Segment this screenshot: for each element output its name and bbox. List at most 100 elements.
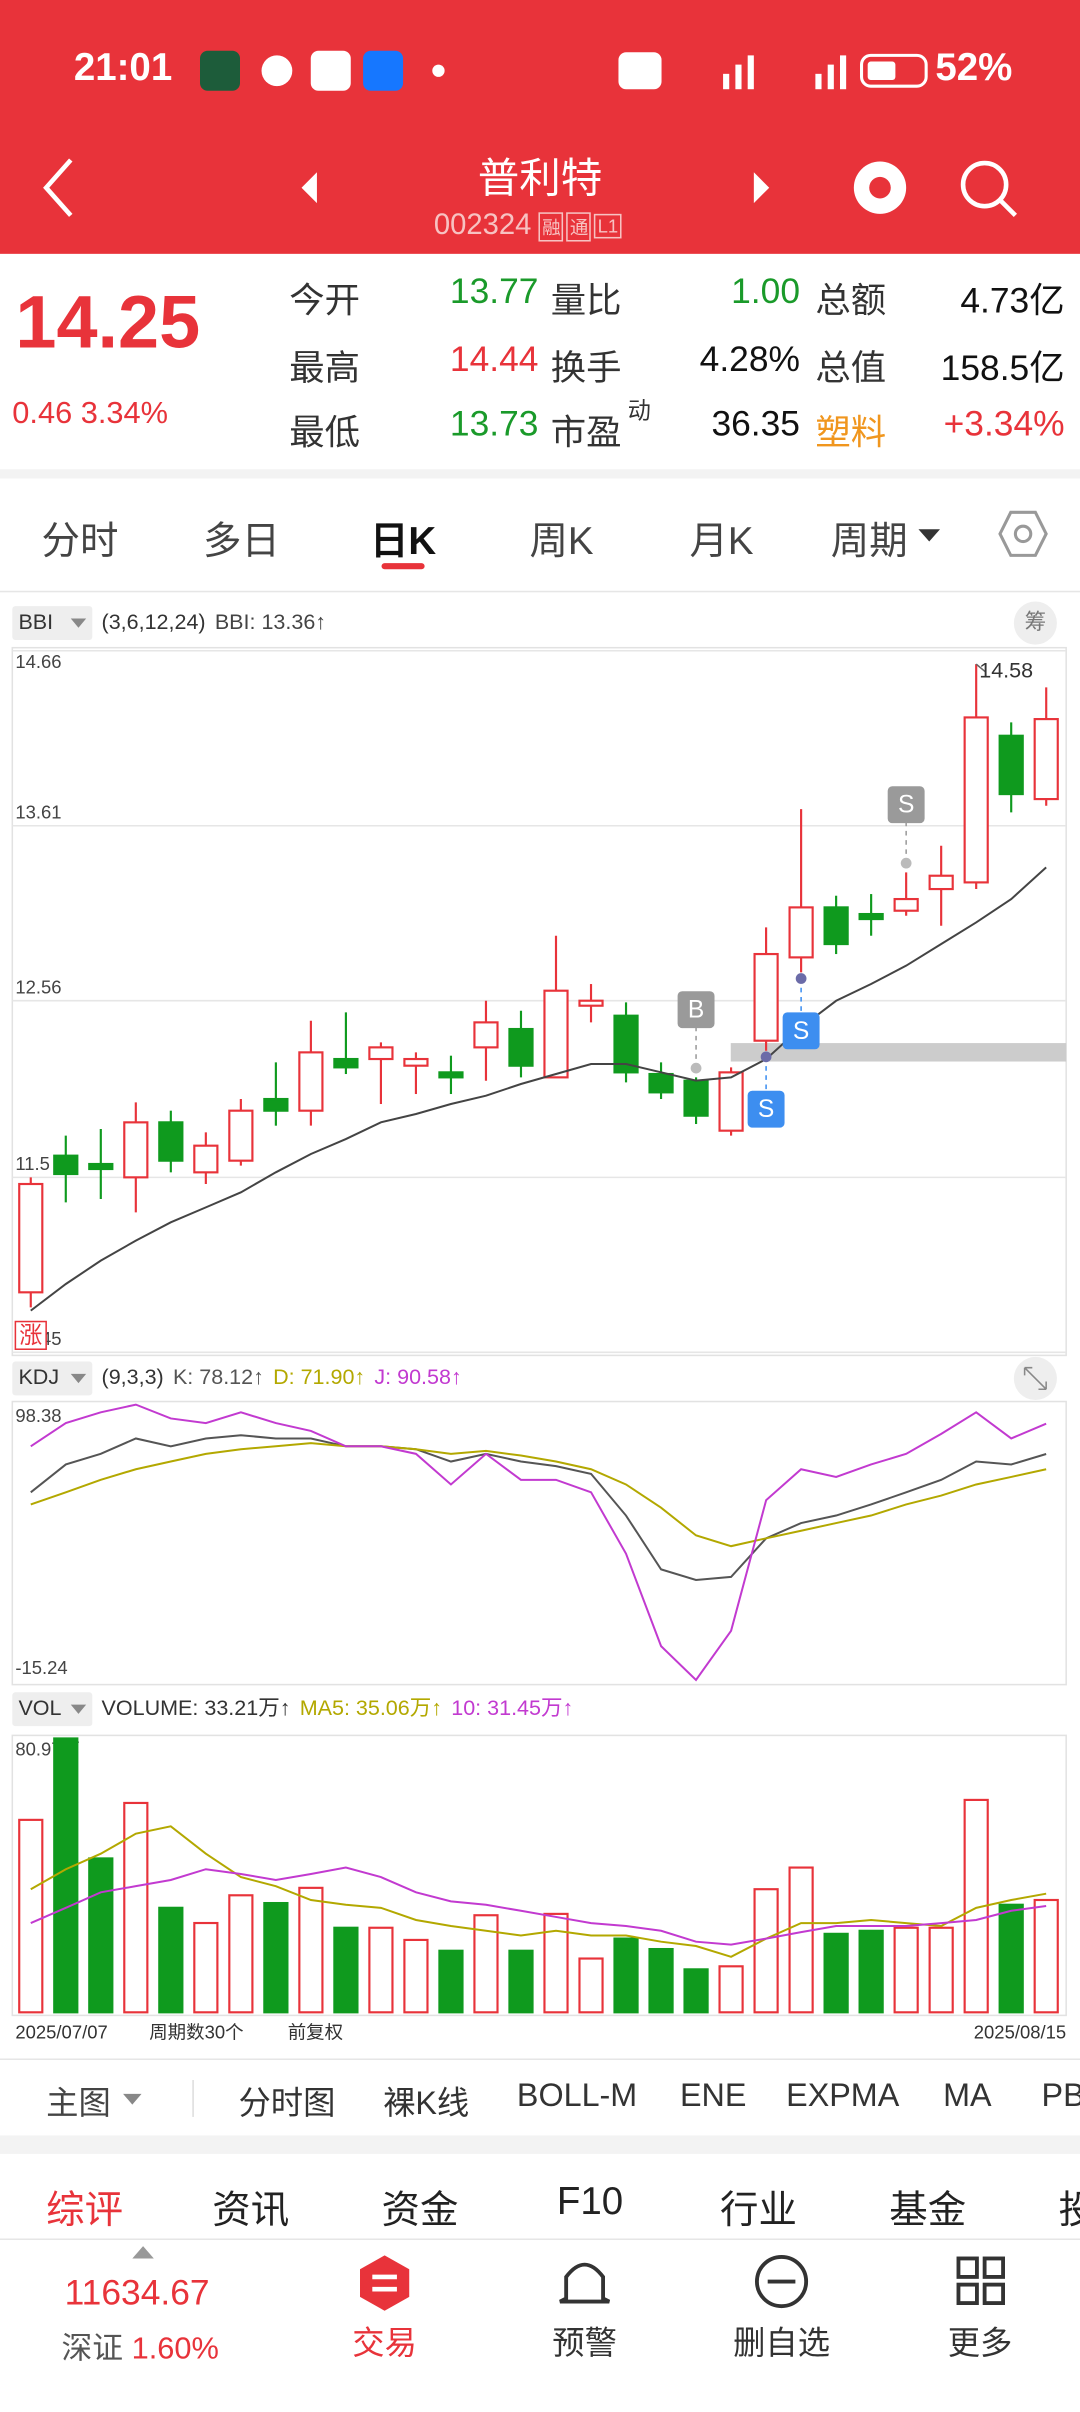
period-tab[interactable]: 周K [529, 520, 594, 564]
expand-arrow [132, 2246, 154, 2259]
nav-item[interactable]: 删自选 [733, 2326, 831, 2362]
section-tab[interactable]: 基金 [889, 2189, 967, 2233]
price-change: 0.46 3.34% [12, 396, 169, 431]
quote-label: 市盈 [550, 412, 622, 453]
quote-value: 4.73亿 [960, 280, 1065, 321]
quote-label: 最高 [289, 347, 361, 388]
indicator-line [30, 866, 1047, 1312]
section-tab[interactable]: 资金 [381, 2189, 459, 2233]
dropdown-arrow [70, 1704, 87, 1714]
volume-bar [578, 1957, 604, 2014]
stock-code-row: 002324 融 通 L1 [434, 209, 622, 243]
indicator-button[interactable]: MA [943, 2078, 992, 2114]
section-tab[interactable]: F10 [556, 2180, 624, 2224]
nav-item[interactable]: 更多 [947, 2326, 1013, 2362]
indicator-button[interactable]: 分时图 [238, 2086, 336, 2122]
indicator-button[interactable]: EXPMA [786, 2078, 900, 2114]
section-tab[interactable]: 行业 [720, 2189, 797, 2233]
volume-bar [613, 1937, 639, 2014]
indicator-name: VOL [18, 1696, 61, 1720]
indicator-button[interactable]: 裸K线 [383, 2086, 470, 2122]
status-icons [200, 50, 445, 91]
volume-bar [368, 1926, 394, 2014]
index-change: 1.60% [131, 2332, 219, 2367]
stock-name: 普利特 [477, 155, 603, 202]
period-tab[interactable]: 多日 [203, 520, 281, 564]
indicator-select [12, 1361, 93, 1396]
indicator-button[interactable]: PB [1041, 2078, 1080, 2114]
signal-icons [618, 52, 928, 90]
candle-body [963, 716, 989, 884]
volume-bar [473, 1914, 499, 2014]
volume-bar [648, 1947, 674, 2014]
panel-frame [11, 1400, 1067, 1686]
indicator-line [30, 1434, 1047, 1582]
tag: 融 [539, 211, 564, 241]
indicator-button[interactable]: BOLL-M [516, 2078, 638, 2114]
volume-bar [998, 1903, 1024, 2014]
quote-value: 13.77 [449, 270, 539, 311]
nav-item[interactable]: 预警 [552, 2326, 617, 2362]
candle-body [53, 1154, 79, 1176]
quote-value: 4.28% [699, 338, 801, 379]
signal-label: S [898, 792, 914, 819]
x-tick-label: 2025/07/07 [15, 2022, 107, 2043]
panel-frame [11, 1734, 1067, 2017]
dropdown-arrow [918, 529, 941, 542]
candle-body [368, 1046, 394, 1061]
period-tab[interactable]: 月K [689, 520, 754, 564]
candle-body [998, 734, 1024, 796]
header-icons[interactable] [846, 151, 1031, 225]
candle-body [648, 1072, 674, 1094]
period-tab[interactable]: 日K [369, 520, 437, 564]
candle-body [613, 1014, 639, 1074]
volume-bar [88, 1857, 114, 2014]
y-tick-label: 14.66 [15, 651, 61, 672]
period-tab[interactable]: 分时 [41, 520, 119, 564]
nav-item[interactable]: 交易 [352, 2326, 417, 2362]
section-tab[interactable]: 投 [1058, 2180, 1080, 2235]
candle-body [298, 1051, 324, 1112]
volume-bar [683, 1968, 709, 2014]
y-tick-label: 12.56 [15, 976, 61, 997]
quote-value: +3.34% [943, 403, 1065, 444]
candle-body [928, 874, 954, 891]
volume-bar [228, 1894, 254, 2014]
signal-dot [690, 1062, 702, 1074]
divider [0, 590, 1080, 593]
y-tick-label: 13.61 [15, 801, 61, 822]
section-tab[interactable]: 资讯 [212, 2189, 290, 2233]
volume-bar [858, 1929, 884, 2014]
quote-value: 1.00 [731, 270, 801, 311]
index-name: 深证 [61, 2332, 124, 2367]
legend-entry: D: 71.90↑ [273, 1365, 365, 1389]
divider [0, 469, 1080, 479]
y-tick-label: -15.24 [15, 1657, 67, 1678]
clock: 21:01 [73, 46, 173, 90]
indicator-line [30, 1403, 1047, 1682]
candle-body [193, 1144, 219, 1174]
quote-label: 塑料 [815, 412, 887, 453]
indicator-params: (9,3,3) [102, 1365, 164, 1389]
settings-icon[interactable] [997, 508, 1049, 560]
back-button[interactable] [31, 154, 93, 222]
volume-bar [438, 1949, 464, 2014]
main-select[interactable]: 主图 [46, 2086, 111, 2122]
candle-body [123, 1121, 149, 1179]
section-tab[interactable]: 综评 [46, 2189, 124, 2233]
ma-line [30, 1825, 1047, 1958]
candle-body [858, 912, 884, 921]
indicator-button[interactable]: ENE [680, 2078, 747, 2114]
candle-body [333, 1057, 359, 1069]
volume-bar [893, 1926, 919, 2014]
indicator-params: (3,6,12,24) [102, 610, 206, 634]
quote-label: 总值 [815, 347, 887, 388]
period-tab[interactable]: 周期 [830, 520, 908, 564]
x-tick-label: 2025/08/15 [974, 2022, 1066, 2043]
volume-bar [333, 1926, 359, 2014]
volume-bar [53, 1737, 79, 2014]
max-leader [975, 663, 986, 673]
candle-body [1033, 718, 1059, 801]
